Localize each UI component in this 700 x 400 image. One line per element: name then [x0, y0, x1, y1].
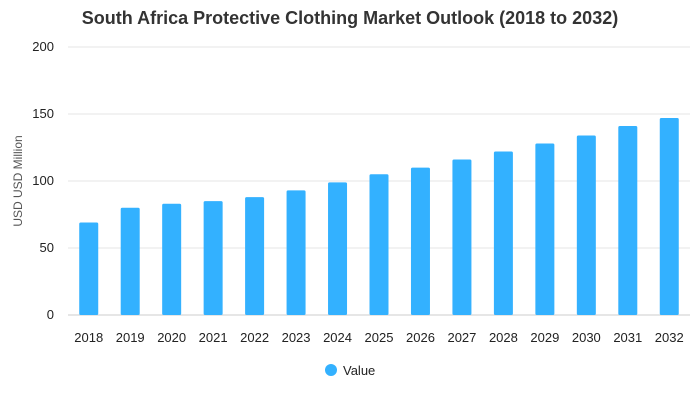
x-tick-label: 2029 [530, 330, 559, 345]
x-tick-label: 2032 [655, 330, 684, 345]
bar-2029[interactable] [535, 143, 555, 315]
x-tick-label: 2020 [157, 330, 186, 345]
x-tick-label: 2024 [323, 330, 352, 345]
legend-label-value[interactable]: Value [343, 363, 375, 378]
x-tick-label: 2025 [365, 330, 394, 345]
bars [79, 118, 679, 316]
legend[interactable]: Value [325, 363, 375, 378]
x-tick-label: 2019 [116, 330, 145, 345]
x-axis-ticks: 2018 2019 2020 2021 2022 2023 2024 2025 2026 2027… [74, 330, 683, 345]
bar-2032[interactable] [659, 118, 679, 316]
x-tick-label: 2021 [199, 330, 228, 345]
y-tick-label: 100 [32, 173, 54, 188]
x-tick-label: 2028 [489, 330, 518, 345]
x-tick-label: 2027 [447, 330, 476, 345]
x-tick-label: 2026 [406, 330, 435, 345]
bar-2030[interactable] [576, 135, 596, 315]
bar-2026[interactable] [410, 167, 430, 315]
x-tick-label: 2022 [240, 330, 269, 345]
y-tick-label: 0 [47, 307, 54, 322]
x-tick-label: 2030 [572, 330, 601, 345]
bar-2027[interactable] [452, 159, 472, 315]
y-tick-label: 50 [40, 240, 54, 255]
y-axis-title: USD USD Million [11, 135, 25, 226]
bar-2031[interactable] [618, 126, 638, 315]
bar-2021[interactable] [203, 201, 223, 315]
bar-2023[interactable] [286, 190, 306, 315]
x-tick-label: 2018 [74, 330, 103, 345]
x-tick-label: 2031 [613, 330, 642, 345]
legend-swatch-value[interactable] [325, 364, 337, 376]
bar-2024[interactable] [328, 182, 348, 315]
chart-title: South Africa Protective Clothing Market … [81, 8, 619, 28]
bar-2022[interactable] [245, 197, 265, 315]
x-tick-label: 2023 [282, 330, 311, 345]
bar-2025[interactable] [369, 174, 389, 315]
bar-2018[interactable] [79, 222, 99, 315]
bar-2019[interactable] [120, 207, 140, 315]
y-tick-label: 150 [32, 106, 54, 121]
bar-2020[interactable] [162, 203, 182, 315]
y-tick-label: 200 [32, 39, 54, 54]
y-axis-ticks: 0 50 100 150 200 [32, 39, 54, 322]
bar-2028[interactable] [493, 151, 513, 315]
